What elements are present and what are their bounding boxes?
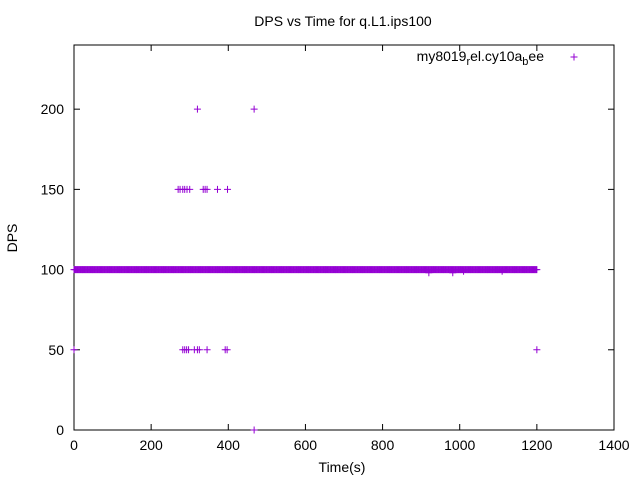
- data-point: [195, 346, 203, 354]
- y-tick-label: 200: [41, 101, 65, 117]
- data-point: [460, 267, 468, 275]
- data-point: [570, 53, 578, 61]
- data-point: [224, 185, 232, 193]
- data-point: [223, 346, 231, 354]
- plot-frame: [73, 44, 615, 431]
- data-point: [533, 266, 541, 274]
- x-tick-label: 0: [70, 437, 78, 453]
- x-tick-label: 1000: [444, 437, 475, 453]
- data-point: [186, 185, 194, 193]
- data-point: [70, 346, 78, 354]
- y-axis-label: DPS: [4, 224, 20, 253]
- y-tick-label: 0: [56, 422, 64, 438]
- legend-marker: [570, 53, 578, 61]
- x-tick-label: 1400: [598, 437, 629, 453]
- x-axis: 0 200 400 600 800 1000 1200 1400: [70, 45, 630, 453]
- x-axis-label: Time(s): [319, 459, 366, 475]
- x-tick-label: 400: [217, 437, 241, 453]
- legend-label: my8019rel.cy10abee: [417, 48, 545, 68]
- chart-title: DPS vs Time for q.L1.ips100: [254, 13, 432, 29]
- x-tick-label: 600: [294, 437, 318, 453]
- data-points: [70, 105, 541, 434]
- data-point: [213, 185, 221, 193]
- x-tick-label: 800: [371, 437, 395, 453]
- x-tick-label: 1200: [521, 437, 552, 453]
- y-tick-label: 100: [41, 262, 65, 278]
- data-point: [193, 105, 201, 113]
- data-point: [203, 346, 211, 354]
- data-point: [425, 269, 433, 277]
- data-point: [533, 346, 541, 354]
- data-point: [498, 267, 506, 275]
- data-point: [449, 269, 457, 277]
- x-tick-label: 200: [139, 437, 163, 453]
- data-point: [250, 426, 258, 434]
- data-point: [250, 105, 258, 113]
- y-tick-label: 50: [48, 342, 64, 358]
- data-point: [203, 185, 211, 193]
- y-tick-label: 150: [41, 181, 65, 197]
- legend: my8019rel.cy10abee: [417, 48, 578, 68]
